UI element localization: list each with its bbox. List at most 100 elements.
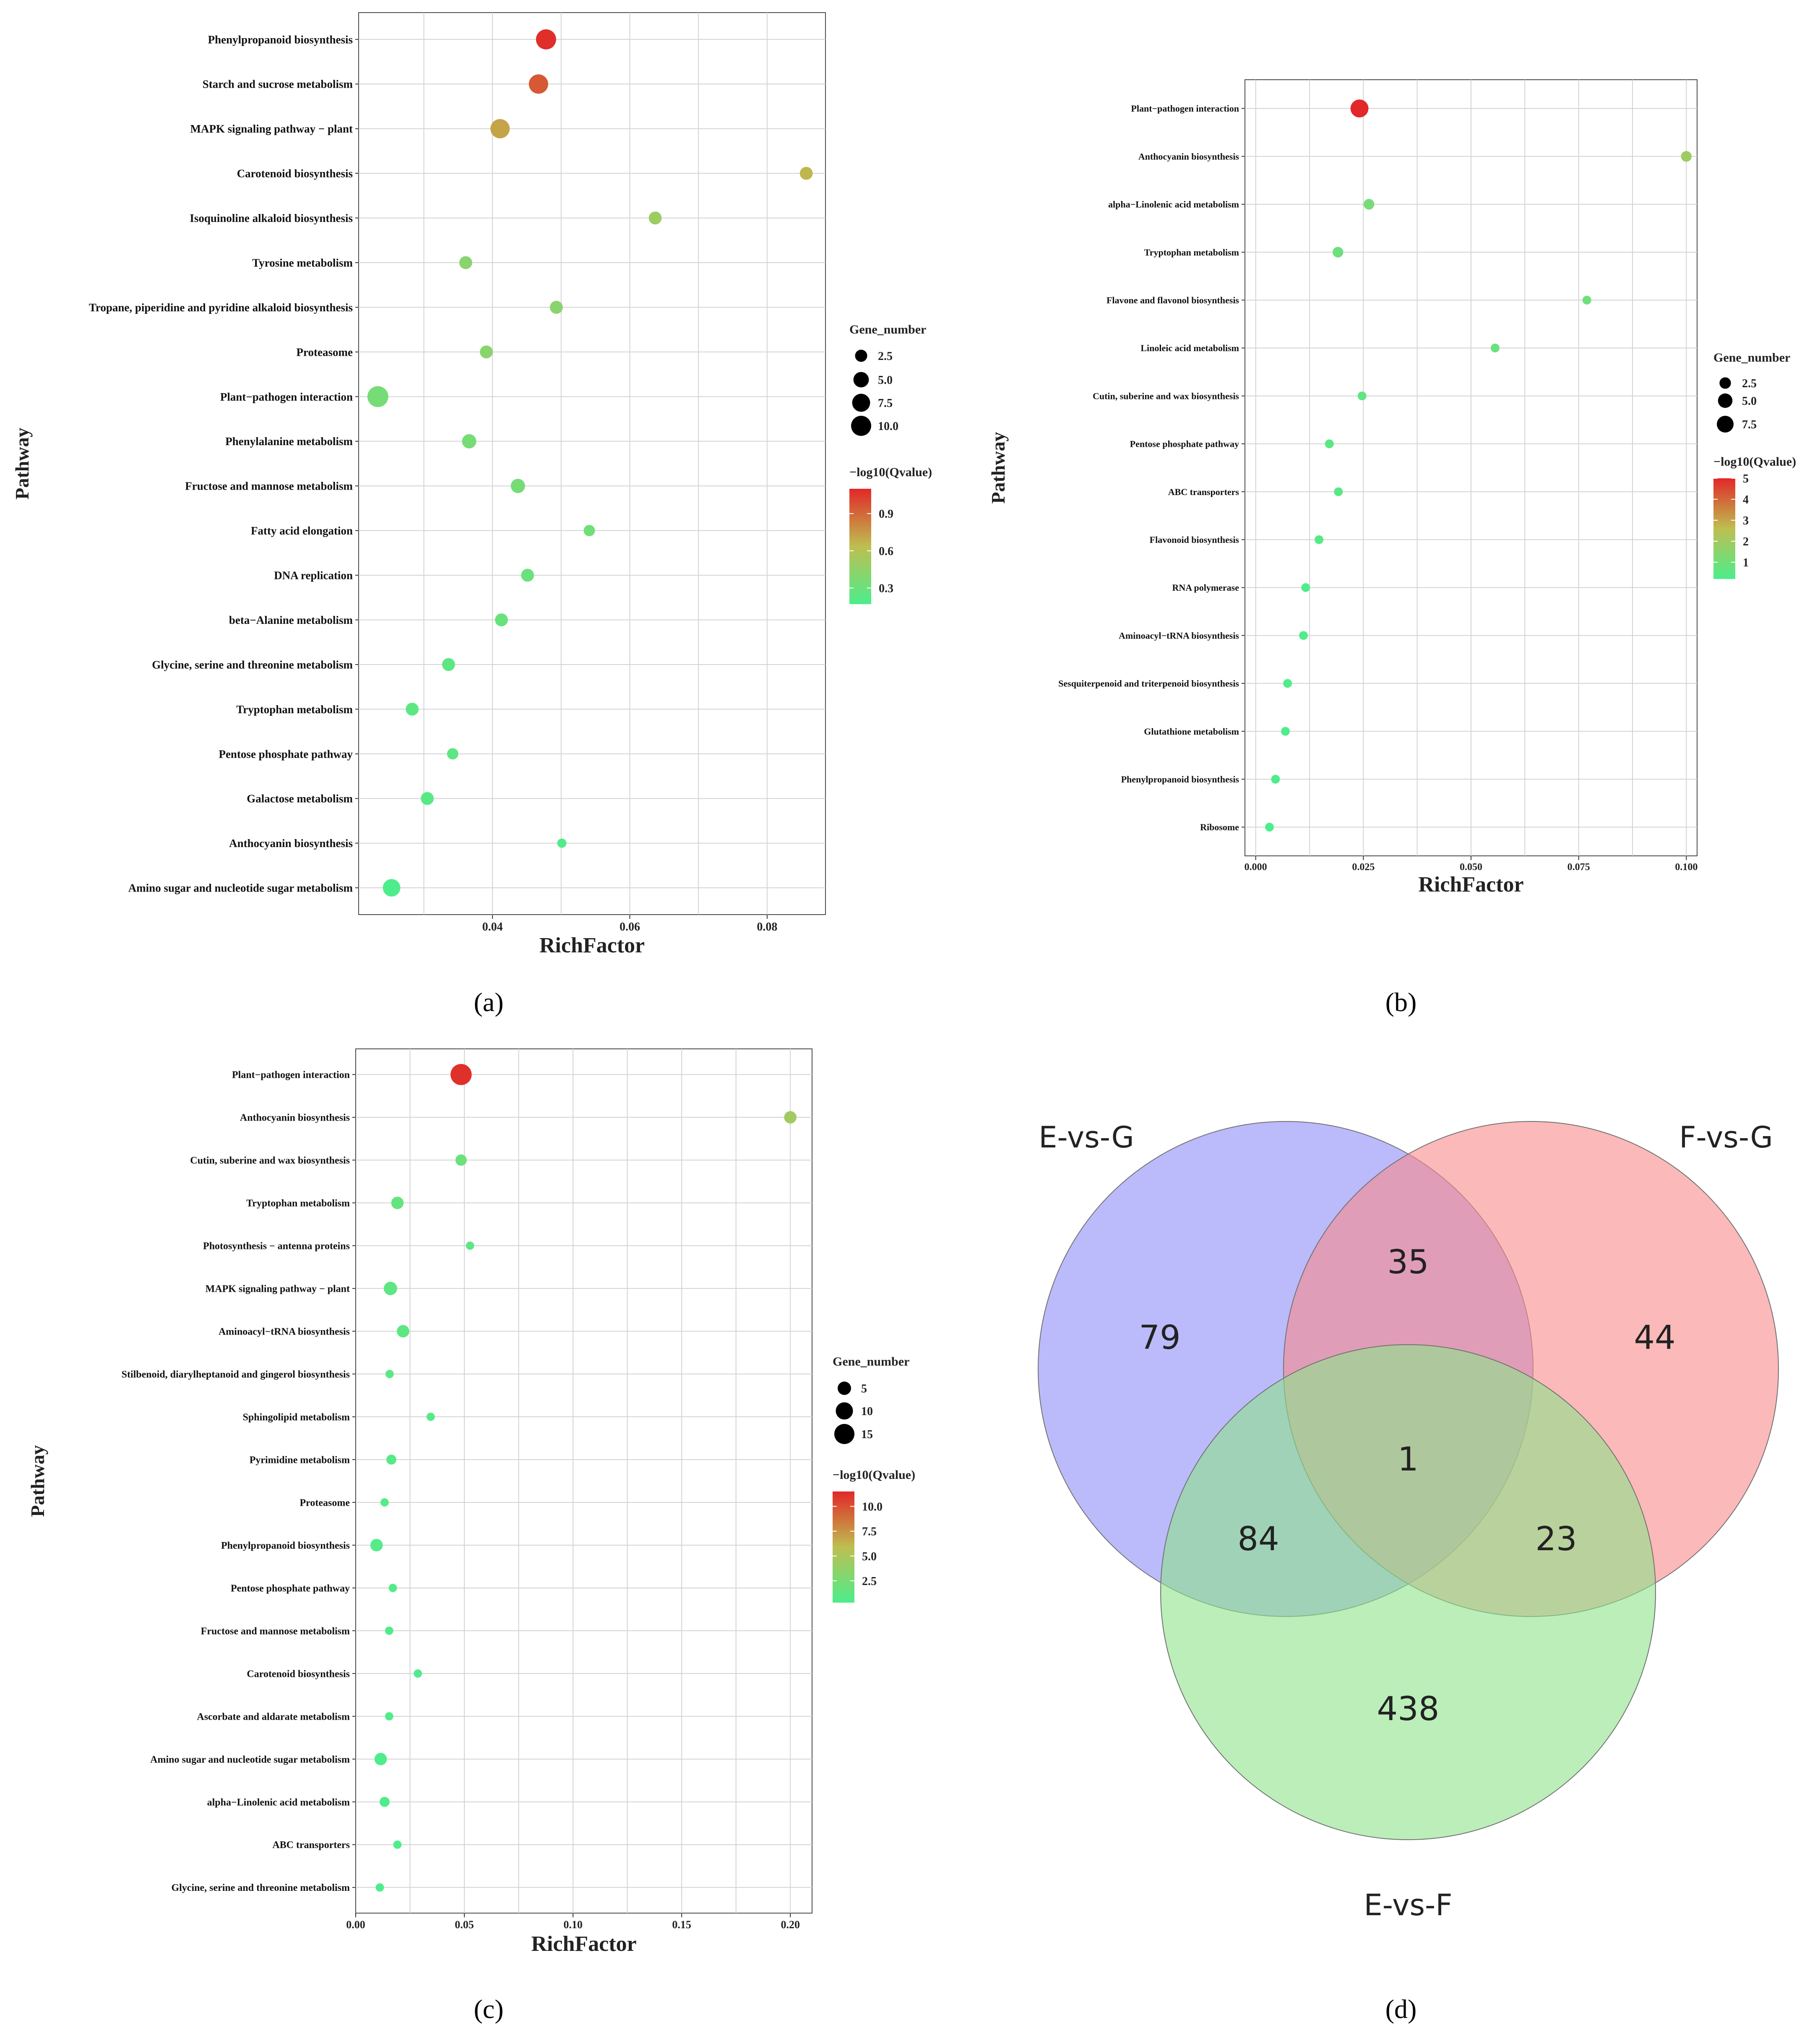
pathway-label: Pentose phosphate pathway bbox=[231, 1583, 350, 1594]
color-legend-label: 7.5 bbox=[862, 1525, 877, 1538]
pathway-label: Anthocyanin biosynthesis bbox=[1138, 151, 1239, 162]
pathway-label: beta−Alanine metabolism bbox=[229, 614, 353, 626]
data-point bbox=[1325, 439, 1334, 448]
venn-set-label: E-vs-G bbox=[1039, 1120, 1134, 1155]
data-point bbox=[495, 613, 508, 626]
data-point bbox=[490, 119, 510, 138]
data-point bbox=[421, 792, 434, 805]
x-tick-label: 0.10 bbox=[563, 1919, 583, 1931]
pathway-label: Galactose metabolism bbox=[247, 793, 353, 805]
data-point bbox=[1299, 631, 1308, 640]
pathway-label: Plant−pathogen interaction bbox=[220, 391, 353, 403]
pathway-label: Phenylpropanoid biosynthesis bbox=[221, 1540, 350, 1551]
pathway-label: Ascorbate and aldarate metabolism bbox=[197, 1711, 350, 1722]
size-legend-dot bbox=[1719, 377, 1731, 389]
data-point bbox=[459, 256, 472, 269]
venn-circle bbox=[1160, 1344, 1656, 1840]
size-legend-title: Gene_number bbox=[833, 1355, 909, 1369]
data-point bbox=[391, 1197, 404, 1209]
x-tick-label: 0.08 bbox=[757, 920, 777, 933]
pathway-label: RNA polymerase bbox=[1172, 582, 1239, 593]
size-legend-label: 7.5 bbox=[1742, 418, 1757, 431]
pathway-label: DNA replication bbox=[274, 569, 353, 582]
pathway-label: Tyrosine metabolism bbox=[252, 256, 353, 269]
pathway-label: Isoquinoline alkaloid biosynthesis bbox=[190, 212, 353, 224]
data-point bbox=[393, 1840, 402, 1849]
pathway-label: Cutin, suberine and wax biosynthesis bbox=[190, 1155, 350, 1166]
data-point bbox=[385, 1370, 394, 1378]
venn-region-count: 23 bbox=[1535, 1520, 1577, 1558]
data-point bbox=[1281, 727, 1290, 736]
pathway-label: Aminoacyl−tRNA biosynthesis bbox=[1119, 630, 1239, 641]
color-legend-bar bbox=[849, 489, 871, 604]
color-legend-bar bbox=[1713, 478, 1735, 579]
data-point bbox=[374, 1753, 387, 1765]
data-point bbox=[385, 1627, 393, 1635]
enrichment-chart-c: 0.00 0.05 0.10 0.15 0.20 Plant−pathogen inter… bbox=[27, 1048, 915, 1956]
color-legend-label: 0.3 bbox=[879, 582, 893, 595]
pathway-label: Anthocyanin biosynthesis bbox=[240, 1113, 350, 1124]
x-axis-title: RichFactor bbox=[531, 1932, 636, 1956]
data-point bbox=[397, 1325, 409, 1337]
data-point bbox=[799, 167, 813, 180]
size-legend-label: 5 bbox=[861, 1382, 867, 1395]
x-tick-label: 0.000 bbox=[1245, 862, 1267, 873]
pathway-label: Flavonoid biosynthesis bbox=[1150, 534, 1239, 545]
color-legend-label: 2.5 bbox=[862, 1575, 877, 1588]
size-legend-dot bbox=[855, 349, 867, 362]
venn-region-count: 35 bbox=[1387, 1244, 1429, 1281]
pathway-label: Ribosome bbox=[1200, 822, 1239, 832]
data-point bbox=[1315, 535, 1324, 544]
data-point bbox=[1681, 151, 1692, 162]
pathway-label: Plant−pathogen interaction bbox=[232, 1070, 350, 1081]
data-point bbox=[447, 748, 458, 760]
data-point bbox=[521, 568, 534, 582]
pathway-label: Flavone and flavonol biosynthesis bbox=[1107, 295, 1239, 305]
caption-d: (d) bbox=[1385, 1994, 1417, 2024]
y-axis-title: Pathway bbox=[987, 432, 1009, 503]
pathway-label: alpha−Linolenic acid metabolism bbox=[1108, 199, 1239, 210]
data-point bbox=[385, 1712, 393, 1721]
size-legend-dot bbox=[851, 416, 871, 436]
pathway-label: Fructose and mannose metabolism bbox=[201, 1626, 350, 1637]
color-legend-label: 0.9 bbox=[879, 508, 893, 521]
venn-region-count: 44 bbox=[1634, 1319, 1675, 1357]
data-point bbox=[1491, 344, 1500, 352]
size-legend-dot bbox=[838, 1382, 851, 1395]
enrichment-chart-b: 0.000 0.025 0.050 0.075 0.100 Plant−pathogen … bbox=[987, 79, 1796, 897]
pathway-label: Pyrimidine metabolism bbox=[250, 1455, 350, 1465]
data-point bbox=[455, 1154, 467, 1166]
pathway-label: Phenylpropanoid biosynthesis bbox=[208, 33, 353, 46]
pathway-label: Proteasome bbox=[299, 1497, 350, 1508]
color-legend-title: −log10(Qvalue) bbox=[833, 1468, 915, 1482]
pathway-label: ABC transporters bbox=[1168, 487, 1239, 497]
color-legend-label: 3 bbox=[1743, 514, 1749, 527]
data-point bbox=[1283, 679, 1292, 688]
color-legend-label: 5.0 bbox=[862, 1550, 877, 1563]
data-point bbox=[549, 301, 563, 314]
pathway-label: Phenylalanine metabolism bbox=[225, 435, 353, 448]
data-point bbox=[536, 29, 556, 50]
venn-diagram-d: E-vs-G F-vs-G E-vs-F 79 44 438 35 84 23 1 bbox=[1038, 1120, 1779, 1922]
y-axis-title: Pathway bbox=[11, 428, 33, 499]
venn-set-label: F-vs-G bbox=[1679, 1120, 1773, 1155]
pathway-label: Carotenoid biosynthesis bbox=[247, 1669, 350, 1679]
color-legend-label: 5 bbox=[1743, 472, 1749, 485]
venn-region-count: 84 bbox=[1237, 1520, 1279, 1558]
color-legend-label: 0.6 bbox=[879, 545, 893, 558]
pathway-label: Glycine, serine and threonine metabolism bbox=[152, 658, 353, 671]
x-tick-label: 0.100 bbox=[1675, 862, 1698, 873]
color-legend-title: −log10(Qvalue) bbox=[849, 465, 932, 479]
pathway-label: Tryptophan metabolism bbox=[1144, 247, 1239, 258]
pathway-label: Amino sugar and nucleotide sugar metabol… bbox=[150, 1754, 350, 1765]
size-legend-dot bbox=[834, 1424, 854, 1444]
data-point bbox=[1363, 199, 1375, 210]
data-point bbox=[406, 702, 419, 716]
pathway-label: Pentose phosphate pathway bbox=[219, 748, 353, 760]
pathway-label: Fatty acid elongation bbox=[251, 524, 353, 537]
size-legend-dot bbox=[1717, 416, 1734, 433]
data-point bbox=[466, 1241, 474, 1250]
data-point bbox=[379, 1796, 390, 1807]
data-point bbox=[784, 1111, 797, 1124]
pathway-label: Tryptophan metabolism bbox=[236, 703, 353, 716]
